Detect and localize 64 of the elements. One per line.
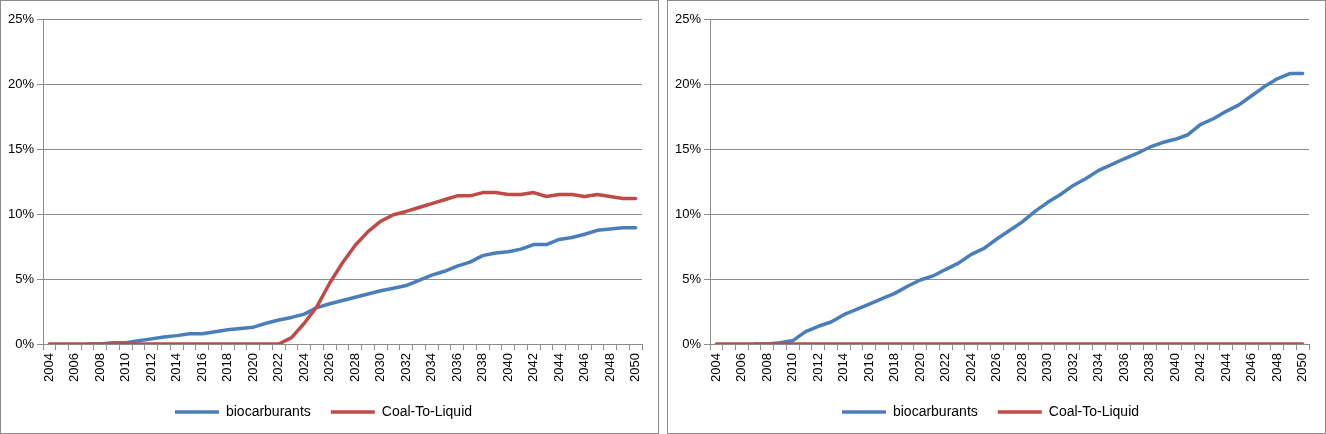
x-tick-label: 2012: [809, 353, 825, 382]
x-tick-label: 2010: [117, 353, 133, 382]
x-tick-label: 2010: [784, 353, 800, 382]
x-tick-label: 2024: [962, 353, 978, 382]
legend-label: Coal-To-Liquid: [381, 402, 473, 419]
x-tick-label: 2030: [372, 353, 388, 382]
x-tick-label: 2022: [270, 353, 286, 382]
y-tick-label: 0%: [682, 335, 702, 351]
x-tick-label: 2044: [550, 353, 566, 382]
x-tick-label: 2028: [1013, 353, 1029, 382]
y-tick-label: 25%: [674, 10, 702, 26]
x-tick-label: 2024: [295, 353, 311, 382]
x-tick-label: 2026: [321, 353, 337, 382]
x-tick-label: 2050: [1294, 353, 1310, 382]
x-tick-label: 2032: [397, 353, 413, 382]
x-tick-label: 2018: [886, 353, 902, 382]
x-tick-label: 2020: [244, 353, 260, 382]
x-tick-label: 2040: [1166, 353, 1182, 382]
x-tick-label: 2042: [525, 353, 541, 382]
x-tick-label: 2004: [707, 353, 723, 382]
x-tick-label: 2034: [423, 353, 439, 382]
x-tick-label: 2020: [911, 353, 927, 382]
y-tick-label: 25%: [7, 10, 35, 26]
x-tick-label: 2012: [142, 353, 158, 382]
y-tick-label: 20%: [674, 75, 702, 91]
legend-label: biocarburants: [225, 402, 311, 419]
y-tick-label: 15%: [7, 140, 35, 156]
legend-label: Coal-To-Liquid: [1048, 402, 1140, 419]
x-tick-label: 2036: [448, 353, 464, 382]
x-tick-label: 2016: [860, 353, 876, 382]
x-tick-label: 2006: [733, 353, 749, 382]
x-tick-label: 2016: [193, 353, 209, 382]
x-tick-label: 2008: [758, 353, 774, 382]
x-tick-label: 2032: [1064, 353, 1080, 382]
y-tick-label: 0%: [15, 335, 35, 351]
x-tick-label: 2046: [576, 353, 592, 382]
x-tick-label: 2008: [91, 353, 107, 382]
x-tick-label: 2044: [1217, 353, 1233, 382]
x-tick-label: 2026: [988, 353, 1004, 382]
x-tick-label: 2028: [346, 353, 362, 382]
x-tick-label: 2042: [1192, 353, 1208, 382]
x-tick-label: 2038: [474, 353, 490, 382]
x-tick-label: 2014: [835, 353, 851, 382]
legend-label: biocarburants: [892, 402, 978, 419]
y-tick-label: 10%: [7, 205, 35, 221]
y-tick-label: 5%: [15, 270, 35, 286]
y-tick-label: 10%: [674, 205, 702, 221]
x-tick-label: 2046: [1243, 353, 1259, 382]
x-tick-label: 2006: [66, 353, 82, 382]
x-tick-label: 2038: [1141, 353, 1157, 382]
x-tick-label: 2050: [627, 353, 643, 382]
y-tick-label: 15%: [674, 140, 702, 156]
x-tick-label: 2018: [219, 353, 235, 382]
x-tick-label: 2022: [937, 353, 953, 382]
x-tick-label: 2014: [168, 353, 184, 382]
x-tick-label: 2048: [1268, 353, 1284, 382]
x-tick-label: 2034: [1090, 353, 1106, 382]
y-tick-label: 5%: [682, 270, 702, 286]
x-tick-label: 2004: [40, 353, 56, 382]
y-tick-label: 20%: [7, 75, 35, 91]
x-tick-label: 2040: [499, 353, 515, 382]
x-tick-label: 2030: [1039, 353, 1055, 382]
x-tick-label: 2036: [1115, 353, 1131, 382]
x-tick-label: 2048: [601, 353, 617, 382]
